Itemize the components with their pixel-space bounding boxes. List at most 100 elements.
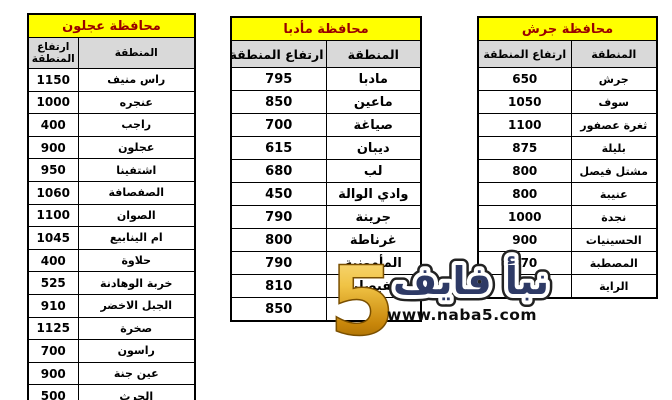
region-cell: راس منيف	[77, 68, 196, 92]
elevation-cell: 900	[477, 228, 572, 252]
table-title-row: محافظة مأدبا	[230, 16, 422, 41]
table-row: صياغة 700	[230, 113, 422, 137]
region-cell: غرناطة	[325, 228, 422, 252]
region-cell: سوف	[570, 90, 658, 114]
elevation-cell: 700	[27, 339, 79, 363]
table-title: محافظة جرش	[477, 16, 658, 41]
elevation-cell: 1000	[477, 205, 572, 229]
elevation-cell: 790	[230, 205, 327, 229]
column-header-row: المنطقة ارتفاع المنطقة	[27, 37, 196, 69]
column-header-row: المنطقة ارتفاع المنطقة	[477, 40, 658, 68]
elevation-cell: 900	[27, 361, 79, 386]
elevation-cell: 800	[230, 228, 327, 252]
elevation-cell: 800	[477, 159, 572, 183]
table-title: محافظة مأدبا	[230, 16, 422, 41]
table-row: غرناطة 800	[230, 228, 422, 252]
region-cell: راجب	[77, 113, 196, 137]
region-cell: مادبا	[325, 67, 422, 91]
table-row: بليلة 875	[477, 136, 658, 160]
region-column-header: المنطقة	[77, 37, 196, 69]
region-cell: عجلون	[77, 135, 196, 160]
table-row: راجب 400	[27, 113, 196, 137]
elevation-column-header: ارتفاع المنطقة	[230, 40, 327, 68]
region-cell: عين جنة	[77, 361, 196, 386]
table-row: الراية 930	[477, 274, 658, 299]
table-title-row: محافظة عجلون	[27, 13, 196, 38]
region-cell: لب	[325, 159, 422, 183]
elevation-cell: 1100	[477, 113, 572, 137]
table-row: حلاوة 400	[27, 248, 196, 273]
region-cell: المأمونية	[325, 251, 422, 275]
elevation-column-header: ارتفاع المنطقة	[477, 40, 572, 68]
region-cell: راسون	[77, 339, 196, 363]
elevation-cell: 525	[27, 271, 79, 295]
elevation-cell: 1060	[27, 180, 79, 205]
table-row: الحرث 500	[27, 384, 196, 400]
elevation-cell: 450	[230, 182, 327, 206]
region-cell: الصوان	[77, 203, 196, 228]
elevation-cell: 850	[230, 90, 327, 114]
region-cell: الحرث	[77, 384, 196, 400]
table-row: وادي الوالة 450	[230, 182, 422, 206]
region-cell: عنيبة	[570, 182, 658, 206]
elevation-cell: 400	[27, 248, 79, 273]
elevation-cell: 570	[477, 251, 572, 275]
governorate-table-jerash: محافظة جرش المنطقة ارتفاع المنطقة جرش 650…	[477, 16, 658, 299]
region-column-header: المنطقة	[325, 40, 422, 68]
elevation-cell: 615	[230, 136, 327, 160]
region-cell: ماعين	[325, 90, 422, 114]
table-row: الفيصلية 810	[230, 274, 422, 298]
elevation-cell: 1000	[27, 90, 79, 115]
table-row: ام الينابيع 1045	[27, 226, 196, 250]
elevation-cell: 1125	[27, 316, 79, 341]
elevation-cell: 950	[27, 158, 79, 182]
table-row: الحسينيات 900	[477, 228, 658, 252]
elevation-column-header: ارتفاع المنطقة	[27, 37, 79, 69]
elevation-cell: 1100	[27, 203, 79, 228]
column-header-row: المنطقة ارتفاع المنطقة	[230, 40, 422, 68]
region-cell	[325, 297, 422, 322]
table-row: اشتفينا 950	[27, 158, 196, 182]
region-cell: الراية	[570, 274, 658, 299]
table-row: المصطبة 570	[477, 251, 658, 275]
table-row: ثغرة عصفور 1100	[477, 113, 658, 137]
table-row: جرش 650	[477, 67, 658, 91]
table-row: مادبا 795	[230, 67, 422, 91]
table-row: عنجره 1000	[27, 90, 196, 115]
region-cell: بليلة	[570, 136, 658, 160]
region-cell: ام الينابيع	[77, 226, 196, 250]
table-row: صخرة 1125	[27, 316, 196, 341]
governorate-table-ajloun: محافظة عجلون المنطقة ارتفاع المنطقة راس …	[27, 13, 196, 400]
region-column-header: المنطقة	[570, 40, 658, 68]
region-cell: جرش	[570, 67, 658, 91]
elevation-cell: 1150	[27, 68, 79, 92]
region-cell: صياغة	[325, 113, 422, 137]
region-cell: الجبل الاخضر	[77, 293, 196, 318]
region-cell: خربة الوهادنة	[77, 271, 196, 295]
table-row: عنيبة 800	[477, 182, 658, 206]
table-row: عين جنة 900	[27, 361, 196, 386]
table-title-row: محافظة جرش	[477, 16, 658, 41]
elevation-cell: 930	[477, 274, 572, 299]
elevation-cell: 875	[477, 136, 572, 160]
elevation-cell: 790	[230, 251, 327, 275]
elevation-cell: 700	[230, 113, 327, 137]
region-cell: اشتفينا	[77, 158, 196, 182]
region-cell: حلاوة	[77, 248, 196, 273]
table-row: سوف 1050	[477, 90, 658, 114]
table-row: 850	[230, 297, 422, 322]
region-cell: ثغرة عصفور	[570, 113, 658, 137]
table-row: ديبان 615	[230, 136, 422, 160]
region-cell: جرينة	[325, 205, 422, 229]
region-cell: نجدة	[570, 205, 658, 229]
elevation-cell: 810	[230, 274, 327, 298]
elevation-cell: 650	[477, 67, 572, 91]
region-cell: الحسينيات	[570, 228, 658, 252]
region-cell: مشتل فيصل	[570, 159, 658, 183]
table-row: راسون 700	[27, 339, 196, 363]
governorate-table-madaba: محافظة مأدبا المنطقة ارتفاع المنطقة مادب…	[230, 16, 422, 322]
elevation-cell: 500	[27, 384, 79, 400]
table-row: نجدة 1000	[477, 205, 658, 229]
region-cell: عنجره	[77, 90, 196, 115]
elevation-cell: 1050	[477, 90, 572, 114]
